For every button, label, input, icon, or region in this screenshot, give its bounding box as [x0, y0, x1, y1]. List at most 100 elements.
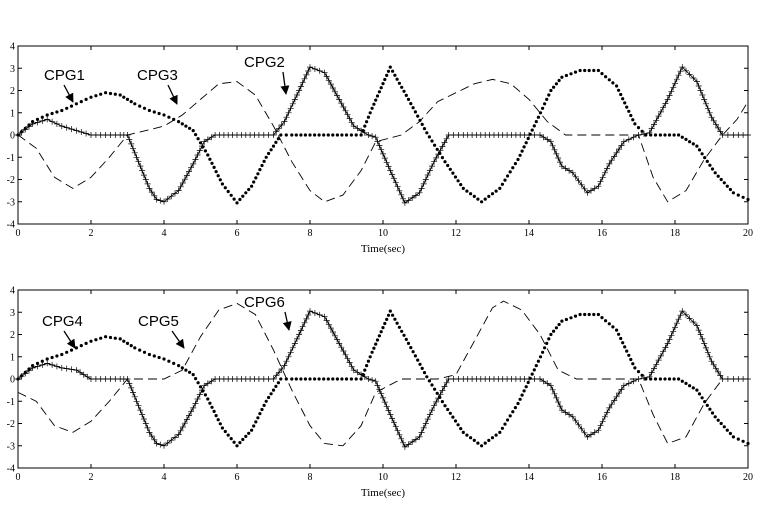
data-point [395, 77, 399, 81]
data-point [317, 133, 321, 137]
data-point [323, 317, 330, 324]
data-point [375, 94, 380, 98]
data-point [321, 69, 328, 76]
data-point [281, 362, 288, 369]
data-point [39, 361, 46, 368]
data-point [218, 422, 222, 426]
data-point [55, 354, 59, 358]
data-point [322, 377, 326, 381]
data-point [416, 433, 423, 440]
data-point [516, 401, 520, 406]
data-point [301, 75, 308, 82]
data-point [226, 433, 230, 437]
y-tick-label: -3 [7, 441, 15, 452]
data-point [126, 136, 133, 143]
data-point [392, 179, 399, 186]
data-point [238, 441, 242, 445]
data-point [381, 326, 385, 330]
data-point [285, 353, 292, 360]
data-point [599, 174, 606, 181]
data-point [372, 346, 376, 350]
data-point [456, 179, 460, 183]
data-point [663, 133, 667, 137]
data-point [385, 73, 389, 77]
series-line [17, 78, 749, 203]
data-point [677, 68, 684, 75]
data-point [660, 104, 667, 111]
data-point [190, 404, 197, 411]
data-point [108, 335, 113, 340]
data-point [600, 72, 604, 76]
data-point [45, 357, 49, 361]
data-point [404, 337, 408, 341]
data-point [203, 149, 207, 153]
data-point [453, 419, 458, 423]
data-point [269, 392, 273, 396]
data-point [633, 122, 637, 126]
data-point [358, 127, 365, 134]
data-point [181, 420, 188, 427]
x-tick-label: 14 [524, 472, 534, 483]
data-point [418, 362, 422, 366]
data-point [199, 143, 205, 150]
data-point [68, 366, 75, 373]
data-point [385, 407, 392, 414]
data-point [18, 129, 25, 136]
data-point [118, 337, 122, 341]
data-point [232, 440, 236, 444]
data-point [640, 373, 644, 377]
data-point [608, 157, 615, 164]
data-point [664, 340, 671, 347]
data-point [294, 377, 298, 381]
data-point [247, 431, 251, 435]
data-point [490, 192, 495, 196]
data-point [336, 96, 343, 103]
data-point [416, 114, 420, 118]
data-point [422, 371, 427, 375]
data-point [148, 189, 155, 196]
data-point [697, 87, 704, 94]
data-point [157, 111, 161, 116]
data-point [289, 344, 296, 351]
data-point [425, 131, 429, 135]
data-point [667, 377, 672, 381]
y-tick-label: -2 [7, 175, 15, 186]
data-point [276, 369, 282, 376]
data-point [701, 96, 708, 103]
data-point [684, 381, 688, 385]
data-point [167, 359, 171, 363]
data-point [451, 171, 455, 175]
data-point [153, 196, 160, 203]
data-point [332, 88, 338, 95]
data-point [703, 344, 709, 351]
data-point [433, 143, 437, 147]
data-point [657, 108, 664, 115]
x-tick-label: 20 [743, 472, 753, 483]
data-point [208, 401, 212, 405]
data-point [354, 133, 358, 137]
data-point [426, 411, 433, 418]
data-point [152, 110, 156, 114]
data-point [338, 344, 345, 351]
data-point [606, 404, 613, 411]
data-point [125, 97, 130, 101]
data-point [273, 128, 280, 135]
data-point [706, 109, 713, 116]
data-point [138, 348, 142, 352]
data-point [686, 71, 693, 78]
series-cpg4 [16, 309, 750, 448]
data-point [558, 163, 565, 170]
data-point [393, 73, 397, 77]
data-point [278, 122, 285, 128]
data-point [296, 331, 303, 338]
data-point [566, 167, 573, 174]
data-point [554, 326, 559, 330]
data-point [420, 180, 427, 187]
data-point [252, 180, 256, 184]
data-point [693, 78, 700, 85]
data-point [569, 169, 576, 176]
data-point [264, 155, 268, 159]
data-point [133, 154, 140, 161]
data-point [494, 189, 498, 193]
